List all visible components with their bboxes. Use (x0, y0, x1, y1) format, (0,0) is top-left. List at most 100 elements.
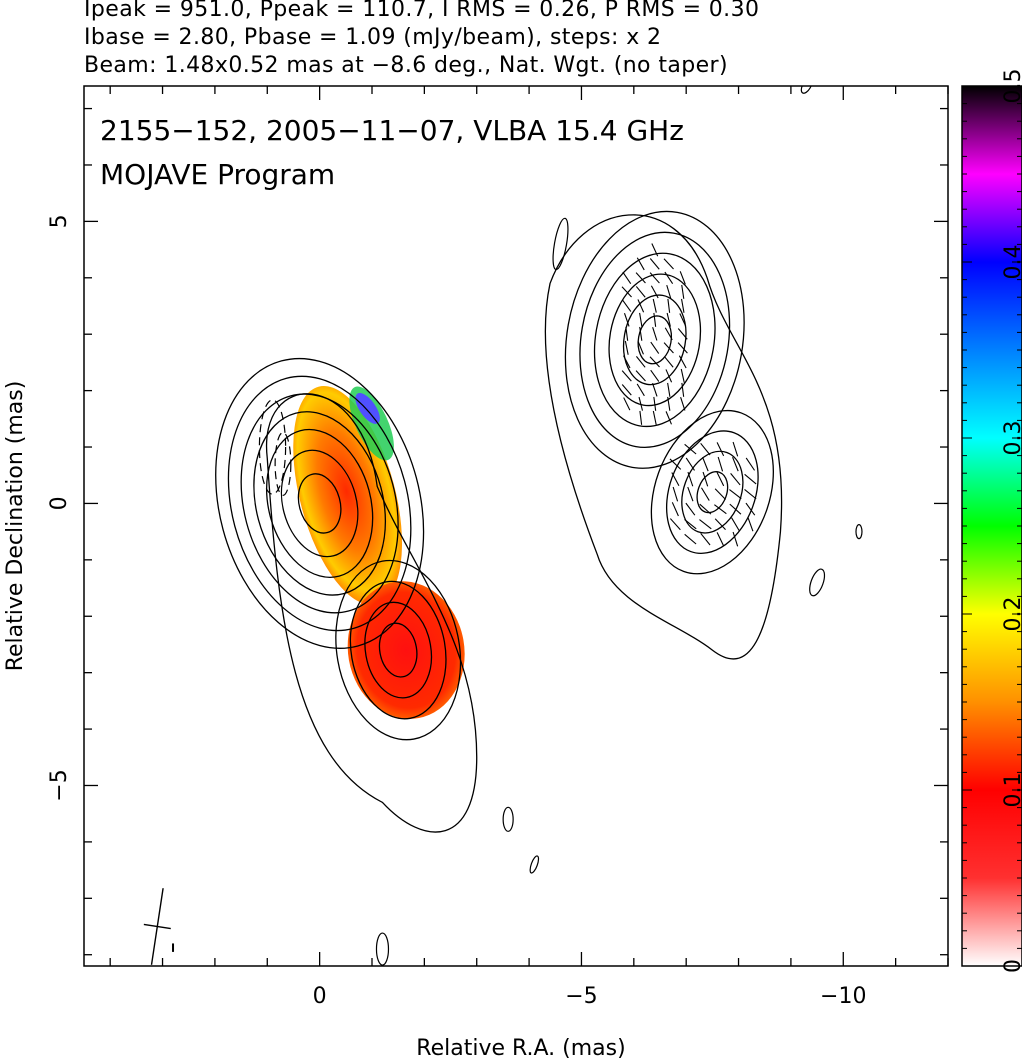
evpa-tick (687, 486, 694, 502)
evpa-tick (687, 471, 694, 487)
evpa-tick (699, 519, 712, 530)
evpa-tick (639, 312, 643, 327)
evpa-tick (636, 383, 645, 397)
evpa-tick (667, 298, 671, 313)
evpa-tick (714, 504, 727, 515)
evpa-tick (678, 355, 687, 369)
evpa-tick (649, 272, 660, 284)
evpa-tick (729, 489, 742, 500)
evpa-tick (664, 327, 673, 341)
evpa-tick (622, 271, 632, 284)
core-tip-polarization (355, 392, 380, 424)
evpa-tick (622, 299, 632, 312)
evpa-tick (651, 243, 659, 257)
south-lobe-contour (665, 430, 759, 555)
evpa-tick (699, 503, 712, 515)
south-lobe-contour (681, 450, 744, 534)
core-contour (297, 473, 342, 534)
evpa-tick (636, 257, 645, 271)
evpa-tick (653, 396, 657, 411)
evpa-tick (731, 517, 740, 531)
y-tick-label: 0 (47, 496, 72, 510)
evpa-tick (637, 299, 645, 313)
evpa-tick (677, 328, 688, 340)
evpa-tick (745, 457, 756, 471)
axes-layer: 0 −5 −10 5 0 −5 (47, 86, 949, 1009)
colorbar-tick-label: 0.5 (1001, 69, 1022, 104)
evpa-tick (625, 326, 629, 341)
knot-contour (378, 622, 418, 678)
y-tick-label: −5 (47, 769, 72, 801)
evpa-tick (665, 369, 673, 383)
map-layer (143, 86, 863, 966)
colorbar-tick-label: 0.4 (1001, 245, 1022, 280)
evpa-tick (747, 516, 754, 532)
north-lobe-contour (593, 252, 716, 428)
colorbar-tick-label: 0.2 (1001, 597, 1022, 632)
core-contour (265, 428, 374, 578)
evpa-tick (666, 284, 672, 299)
evpa-tick (685, 502, 696, 516)
map-title-line-1: 2155−152, 2005−11−07, VLBA 15.4 GHz (100, 114, 684, 147)
evpa-tick (732, 441, 739, 457)
evpa-tick (635, 356, 646, 368)
evpa-tick (623, 397, 631, 411)
isolated-contour (552, 217, 569, 271)
core-contour (215, 357, 425, 649)
evpa-tick (681, 284, 685, 299)
evpa-tick (649, 258, 660, 270)
evpa-tick (635, 370, 646, 382)
header-line-2: Ibase = 2.80, Pbase = 1.09 (mJy/beam), s… (84, 25, 662, 50)
x-axis-title: Relative R.A. (mas) (416, 1036, 625, 1061)
evpa-tick (665, 411, 672, 425)
evpa-tick (635, 272, 646, 284)
plot-frame (83, 85, 949, 967)
evpa-tick (680, 397, 686, 411)
evpa-tick (679, 271, 686, 285)
evpa-tick (621, 370, 632, 382)
evpa-tick (669, 518, 681, 531)
evpa-tick (701, 487, 710, 501)
evpa-tick (714, 488, 726, 500)
evpa-tick (684, 533, 697, 545)
map-title-line-2: MOJAVE Program (100, 158, 335, 191)
evpa-tick (663, 342, 674, 354)
header-line-1: Ipeak = 951.0, Ppeak = 110.7, I RMS = 0.… (84, 0, 760, 22)
core-contour (240, 393, 399, 614)
evpa-tick (744, 489, 757, 500)
evpa-tick (681, 382, 685, 397)
evpa-tick (621, 384, 632, 396)
colorbar-tick-label: 0.1 (1001, 773, 1022, 808)
evpa-tick (681, 298, 685, 313)
evpa-tick (635, 286, 646, 298)
evpa-tick (680, 368, 685, 383)
evpa-tick (671, 502, 679, 517)
colorbar-ticks: 0 0.1 0.2 0.3 0.4 0.5 (962, 69, 1022, 973)
evpa-tick (717, 456, 724, 472)
evpa-tick (664, 271, 674, 284)
evpa-tick (652, 410, 657, 425)
y-tick-label: 5 (47, 214, 72, 228)
evpa-tick (732, 531, 739, 547)
x-tick-label: −10 (820, 984, 866, 1009)
isolated-contour (809, 568, 826, 597)
evpa-tick (623, 355, 631, 369)
x-tick-label: 0 (313, 984, 327, 1009)
y-axis-title: Relative Declination (mas) (3, 381, 28, 672)
beam-minor-axis (143, 923, 171, 930)
evpa-tick (624, 340, 629, 355)
evpa-tick (638, 396, 644, 411)
north-lobe-contour (637, 315, 673, 365)
colorbar (962, 86, 1022, 966)
evpa-tick (732, 456, 739, 472)
knot-contour (364, 601, 433, 699)
knot-contour (335, 559, 462, 741)
north-lobe-contour (622, 294, 687, 386)
evpa-tick (702, 456, 709, 472)
evpa-tick (649, 356, 660, 368)
evpa-tick (637, 341, 644, 355)
isolated-contour (529, 855, 540, 874)
evpa-tick (684, 443, 697, 455)
evpa-tick (700, 442, 711, 456)
